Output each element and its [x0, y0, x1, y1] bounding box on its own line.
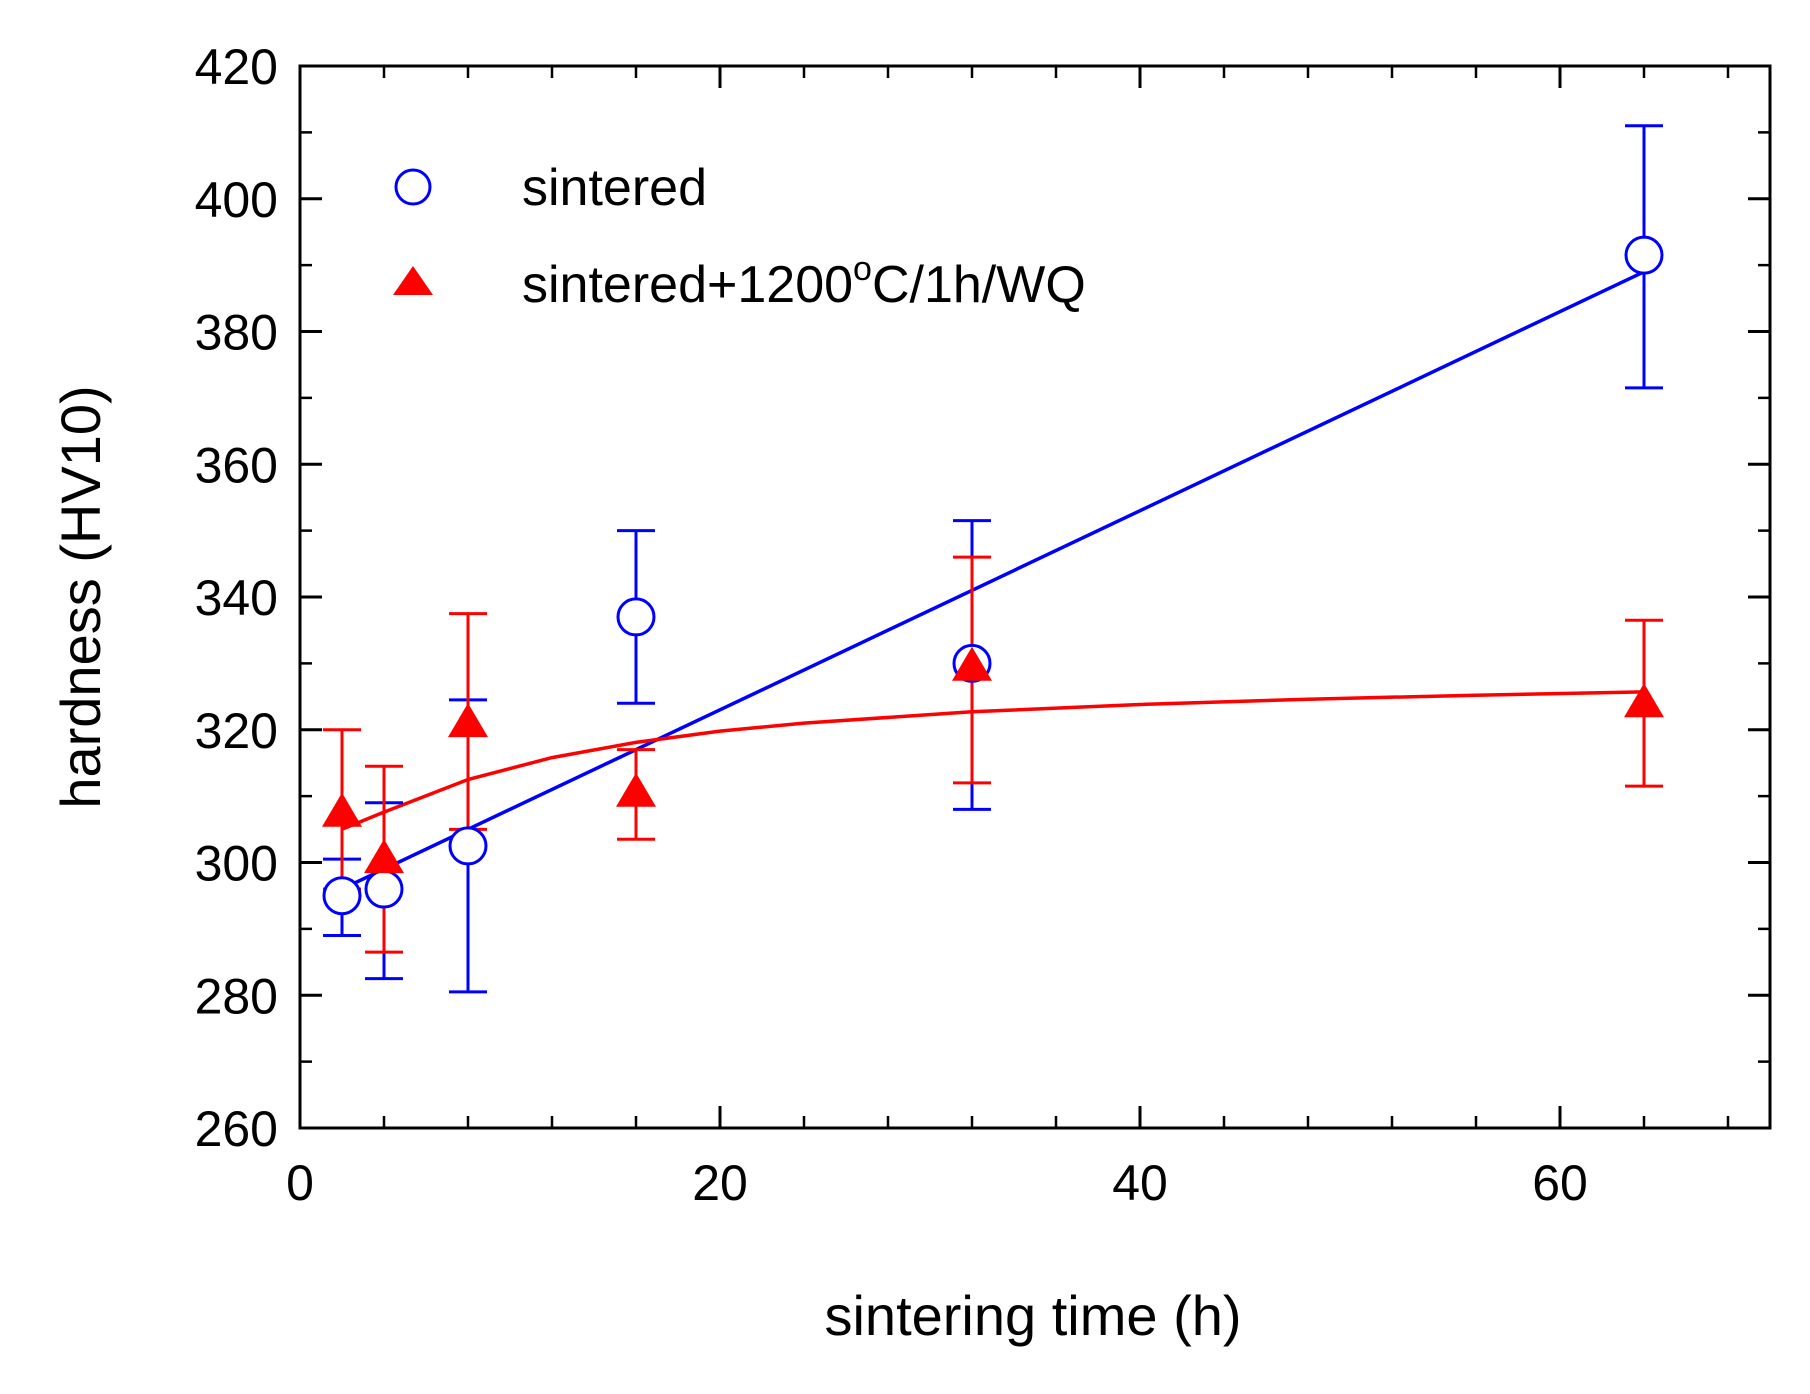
fit-line-series-0: [341, 270, 1645, 891]
data-point-sintered: [616, 597, 656, 637]
major-ticks: [298, 64, 1770, 1130]
data-point-heat-treated: [616, 772, 656, 807]
x-axis-title: sintering time (h): [824, 1284, 1241, 1347]
data-point-sintered: [322, 876, 362, 916]
plot-frame: [298, 64, 1772, 1130]
fit-line-series-1: [341, 690, 1645, 831]
data-point-heat-treated: [952, 646, 992, 681]
data-point-heat-treated: [322, 792, 362, 827]
y-axis-title: hardness (HV10): [49, 385, 112, 808]
y-tick-label: 320: [195, 703, 278, 759]
y-tick-label: 360: [195, 437, 278, 493]
x-tick-labels: 0 20 40 60: [286, 1155, 1588, 1211]
data-point-sintered: [364, 869, 404, 909]
y-tick-label: 340: [195, 570, 278, 626]
y-tick-label: 380: [195, 305, 278, 361]
data-point-sintered: [448, 826, 488, 866]
data-point-heat-treated: [364, 839, 404, 874]
fit-lines: [341, 270, 1645, 891]
y-tick-labels: 260 280 300 320 340 360 380 400 420: [195, 39, 278, 1157]
data-point-heat-treated: [448, 703, 488, 738]
data-point-heat-treated: [1624, 683, 1664, 718]
x-tick-label: 60: [1532, 1155, 1588, 1211]
legend-label-heat-treated: sintered+1200oC/1h/WQ: [522, 250, 1086, 314]
legend-label-sintered: sintered: [522, 159, 707, 217]
legend-marker-sintered: [394, 168, 432, 206]
legend-marker-heat-treated: [393, 266, 433, 295]
y-tick-label: 280: [195, 968, 278, 1024]
x-tick-label: 40: [1112, 1155, 1168, 1211]
y-tick-label: 300: [195, 836, 278, 892]
x-tick-label: 0: [286, 1155, 314, 1211]
x-tick-label: 20: [692, 1155, 748, 1211]
legend: sintered sintered+1200oC/1h/WQ: [393, 159, 1086, 314]
minor-ticks: [300, 66, 1770, 1128]
y-tick-label: 260: [195, 1101, 278, 1157]
y-tick-label: 400: [195, 172, 278, 228]
data-point-sintered: [1624, 235, 1664, 275]
data-points: [322, 235, 1664, 916]
y-tick-label: 420: [195, 39, 278, 95]
